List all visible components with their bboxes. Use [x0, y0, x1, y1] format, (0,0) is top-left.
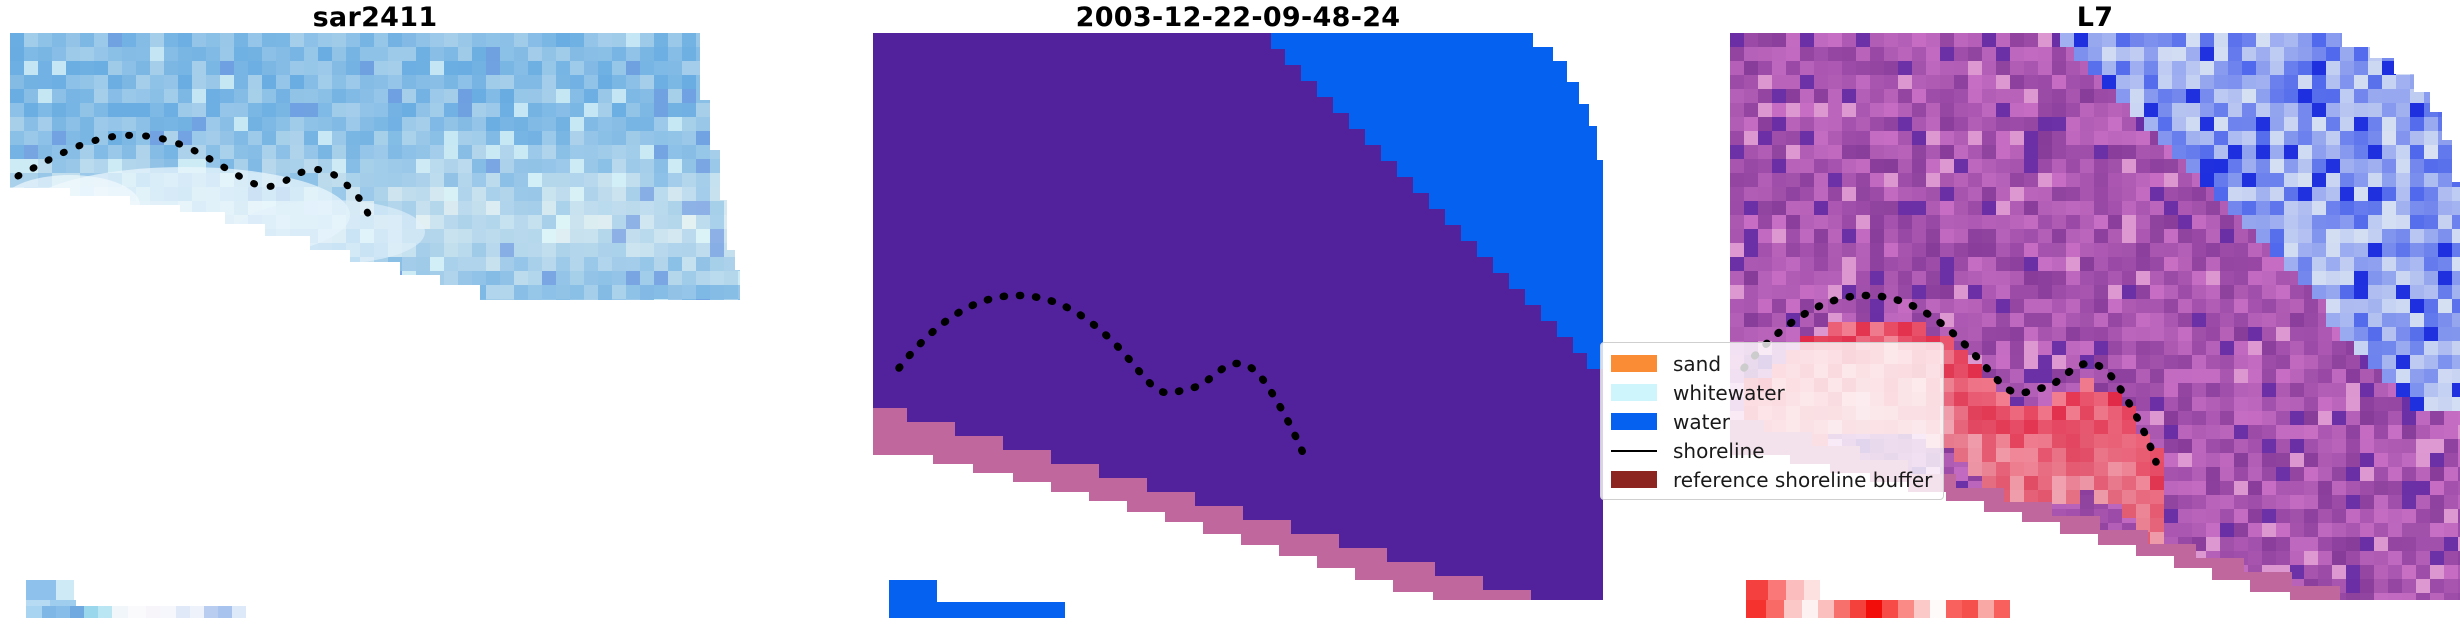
panel-1-canvas	[10, 0, 740, 630]
panel-title-1: sar2411	[312, 2, 438, 33]
classified-image	[873, 33, 1603, 618]
legend-label: sand	[1673, 351, 1722, 376]
sar-bottom-strip	[26, 580, 246, 618]
shoreline-path	[1740, 291, 2160, 466]
legend-item-sand: sand	[1611, 349, 1933, 378]
panel-title-3: L7	[2076, 2, 2114, 33]
legend-item-whitewater: whitewater	[1611, 378, 1933, 407]
reference-buffer-swatch-icon	[1611, 471, 1657, 488]
panel-classified: 2003-12-22-09-48-24	[873, 0, 1603, 630]
panel-2-canvas	[873, 0, 1603, 630]
water-bottom-strip	[889, 580, 1065, 618]
l7-image	[1730, 33, 2460, 618]
legend-label: reference shoreline buffer	[1673, 467, 1933, 492]
legend-item-reference-buffer: reference shoreline buffer	[1611, 465, 1933, 494]
legend-label: water	[1673, 409, 1730, 434]
legend-item-water: water	[1611, 407, 1933, 436]
shoreline-path	[14, 131, 376, 228]
sar-image	[10, 33, 740, 618]
water-swatch-icon	[1611, 413, 1657, 430]
legend-label: whitewater	[1673, 380, 1785, 405]
panel-sar2411: sar2411	[10, 0, 740, 630]
shoreline-path	[895, 291, 1309, 462]
panel-title-2: 2003-12-22-09-48-24	[1075, 2, 1401, 33]
legend: sand whitewater water shoreline referenc…	[1600, 342, 1944, 500]
legend-item-shoreline: shoreline	[1611, 436, 1933, 465]
sand-swatch-icon	[1611, 355, 1657, 372]
whitewater-bottom-strip	[1746, 580, 2010, 618]
shoreline-line-icon	[1611, 449, 1657, 452]
legend-label: shoreline	[1673, 438, 1765, 463]
water-class	[1271, 33, 1603, 369]
whitewater-swatch-icon	[1611, 384, 1657, 401]
panel-3-canvas	[1730, 0, 2460, 630]
panel-l7: L7	[1730, 0, 2460, 630]
